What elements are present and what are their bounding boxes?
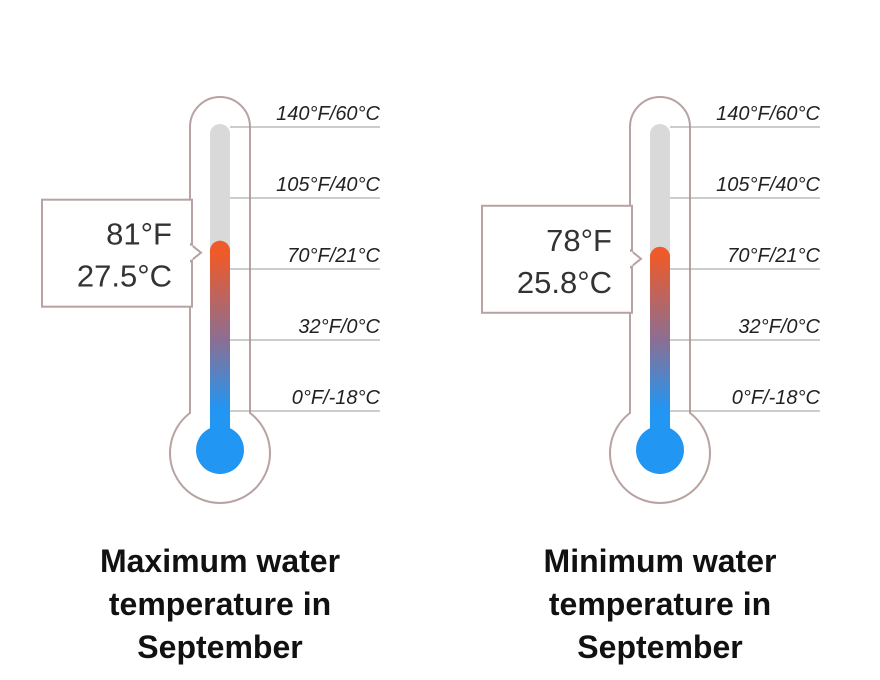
fill-level — [650, 246, 670, 450]
tick-label: 140°F/60°C — [716, 103, 820, 125]
chart-title: Maximum water temperature in September — [99, 543, 341, 665]
value-label: 78°F — [546, 223, 612, 258]
value-label: 81°F — [106, 217, 172, 252]
bulb — [636, 426, 684, 474]
tick-label: 32°F/0°C — [298, 316, 380, 338]
callout — [481, 204, 633, 314]
tick-label: 70°F/21°C — [727, 245, 820, 267]
chart-title: Minimum water temperature in September — [543, 543, 777, 665]
tick-label: 0°F/-18°C — [732, 387, 821, 409]
annotation: 25.8°C — [517, 265, 612, 300]
tick-label: 0°F/-18°C — [292, 387, 381, 409]
fill-level — [210, 240, 230, 450]
tick-label: 105°F/40°C — [716, 174, 820, 196]
tick-label: 140°F/60°C — [276, 103, 380, 125]
annotation: 27.5°C — [77, 259, 172, 294]
bulb — [196, 426, 244, 474]
tick-label: 105°F/40°C — [276, 174, 380, 196]
tick-label: 70°F/21°C — [287, 245, 380, 267]
tick-label: 32°F/0°C — [738, 316, 820, 338]
